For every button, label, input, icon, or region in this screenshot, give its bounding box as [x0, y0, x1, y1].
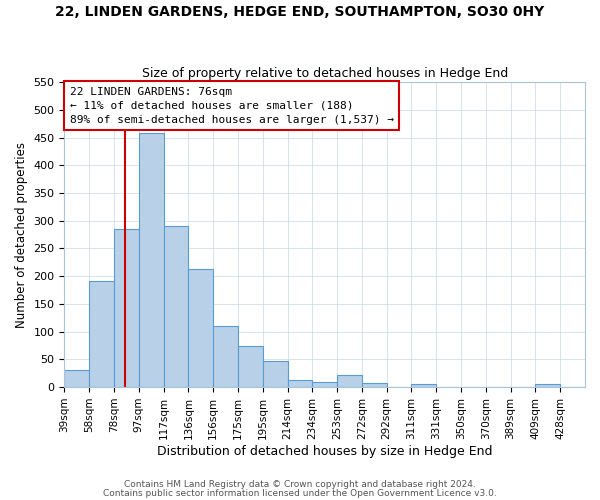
Bar — [362, 382, 386, 387]
Bar — [188, 269, 213, 387]
Bar — [263, 361, 287, 387]
Bar — [412, 384, 436, 387]
Bar — [287, 380, 313, 387]
Bar — [313, 382, 337, 387]
Bar — [139, 133, 164, 387]
Title: Size of property relative to detached houses in Hedge End: Size of property relative to detached ho… — [142, 66, 508, 80]
Bar — [164, 226, 188, 387]
Bar — [238, 346, 263, 387]
Bar — [114, 229, 139, 387]
Text: 22 LINDEN GARDENS: 76sqm
← 11% of detached houses are smaller (188)
89% of semi-: 22 LINDEN GARDENS: 76sqm ← 11% of detach… — [70, 86, 394, 124]
Text: 22, LINDEN GARDENS, HEDGE END, SOUTHAMPTON, SO30 0HY: 22, LINDEN GARDENS, HEDGE END, SOUTHAMPT… — [55, 5, 545, 19]
X-axis label: Distribution of detached houses by size in Hedge End: Distribution of detached houses by size … — [157, 444, 493, 458]
Bar — [89, 280, 114, 387]
Bar — [337, 375, 362, 387]
Y-axis label: Number of detached properties: Number of detached properties — [15, 142, 28, 328]
Text: Contains HM Land Registry data © Crown copyright and database right 2024.: Contains HM Land Registry data © Crown c… — [124, 480, 476, 489]
Bar — [535, 384, 560, 387]
Bar — [64, 370, 89, 387]
Text: Contains public sector information licensed under the Open Government Licence v3: Contains public sector information licen… — [103, 488, 497, 498]
Bar — [213, 326, 238, 387]
